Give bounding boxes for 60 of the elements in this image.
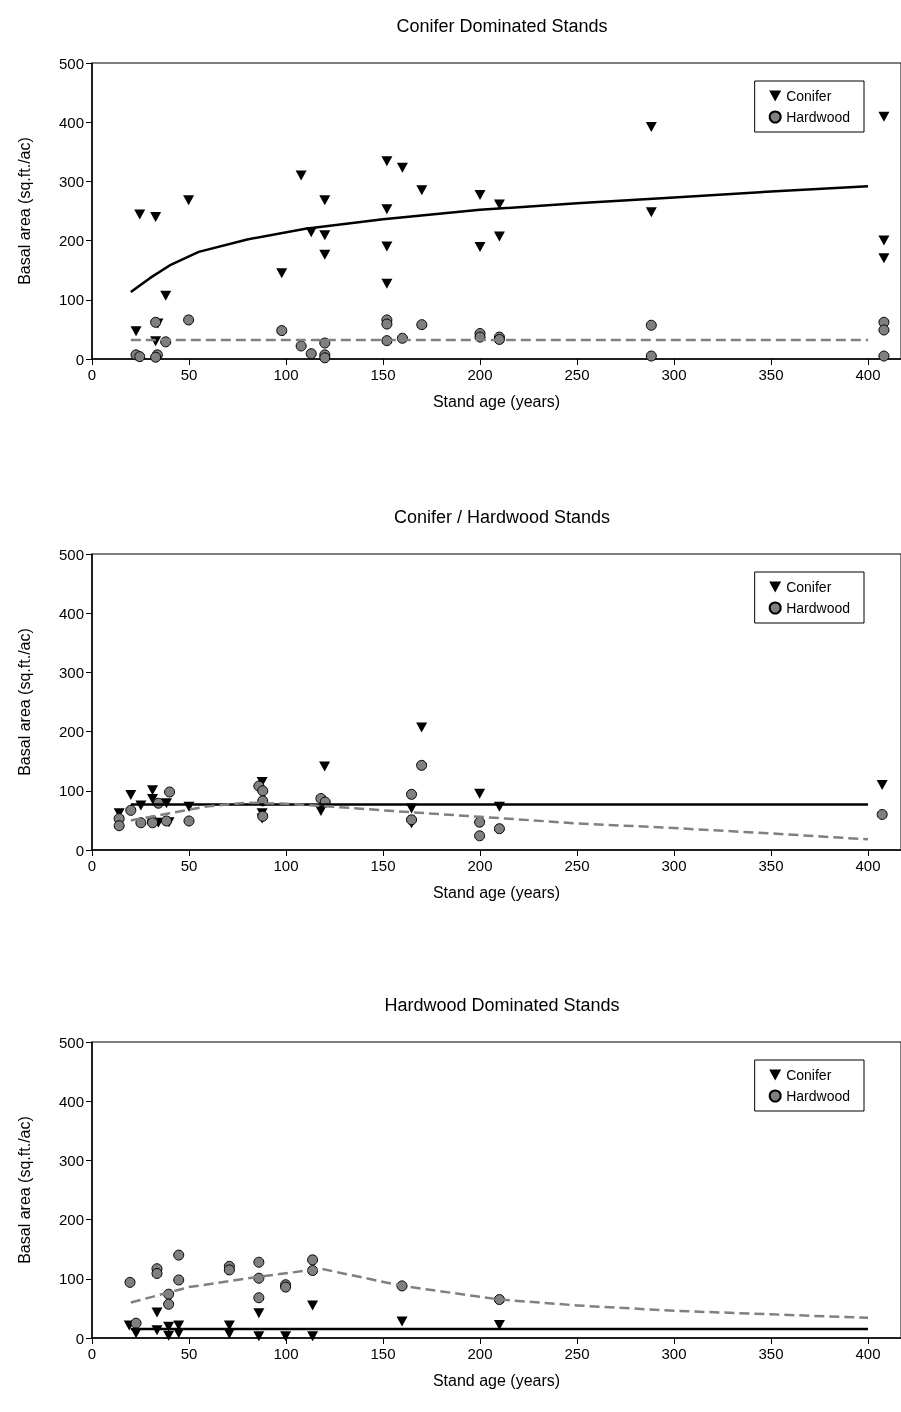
y-axis-title: Basal area (sq.ft./ac)	[15, 1116, 33, 1264]
y-tick-label: 500	[58, 545, 84, 563]
y-tick-label: 200	[58, 723, 84, 741]
x-tick-label: 0	[87, 1345, 97, 1362]
x-tick-label: 50	[180, 857, 198, 874]
y-tick-label: 300	[58, 172, 84, 190]
x-tick-label: 400	[855, 1345, 881, 1362]
x-tick-label: 100	[273, 1345, 299, 1362]
x-tick-label: 400	[855, 366, 881, 383]
legend-label: Hardwood	[786, 109, 851, 125]
y-tick-label: 400	[58, 604, 84, 622]
x-tick-label: 300	[661, 857, 687, 874]
x-tick-label: 200	[467, 857, 493, 874]
x-tick-label: 100	[273, 366, 299, 383]
x-tick-label: 150	[370, 1345, 396, 1362]
y-tick-label: 500	[58, 1033, 84, 1051]
legend-label: Conifer	[786, 1067, 832, 1083]
y-tick-label: 300	[58, 1151, 84, 1169]
chart-title: Conifer Dominated Stands	[396, 16, 608, 36]
y-axis-title: Basal area (sq.ft./ac)	[15, 137, 33, 285]
y-tick-label: 100	[58, 291, 84, 309]
y-tick-label: 200	[58, 1211, 84, 1229]
x-tick-label: 150	[370, 366, 396, 383]
y-tick-label: 100	[58, 1270, 84, 1288]
legend-label: Conifer	[786, 88, 832, 104]
x-axis-title: Stand age (years)	[432, 392, 561, 410]
x-tick-label: 250	[564, 857, 590, 874]
y-tick-label: 500	[58, 54, 84, 72]
y-tick-label: 100	[58, 782, 84, 800]
x-tick-label: 200	[467, 366, 493, 383]
x-tick-label: 300	[661, 366, 687, 383]
x-tick-label: 50	[180, 1345, 198, 1362]
x-tick-label: 250	[564, 1345, 590, 1362]
x-tick-label: 350	[758, 857, 784, 874]
y-tick-label: 200	[58, 232, 84, 250]
x-tick-label: 50	[180, 366, 198, 383]
y-tick-label: 400	[58, 1092, 84, 1110]
y-tick-label: 400	[58, 113, 84, 131]
x-tick-label: 350	[758, 366, 784, 383]
x-tick-label: 300	[661, 1345, 687, 1362]
x-tick-label: 350	[758, 1345, 784, 1362]
x-tick-label: 250	[564, 366, 590, 383]
y-tick-label: 300	[58, 663, 84, 681]
x-tick-label: 400	[855, 857, 881, 874]
legend-label: Hardwood	[786, 600, 851, 616]
y-tick-label: 0	[75, 841, 84, 859]
y-tick-label: 0	[75, 1329, 84, 1347]
chart-title: Hardwood Dominated Stands	[384, 995, 620, 1015]
x-tick-label: 0	[87, 366, 97, 383]
legend-label: Hardwood	[786, 1088, 851, 1104]
y-tick-label: 0	[75, 350, 84, 368]
x-axis-title: Stand age (years)	[432, 1371, 561, 1389]
x-tick-label: 150	[370, 857, 396, 874]
x-axis-title: Stand age (years)	[432, 883, 561, 901]
legend-label: Conifer	[786, 579, 832, 595]
chart-title: Conifer / Hardwood Stands	[393, 507, 611, 527]
x-tick-label: 0	[87, 857, 97, 874]
x-tick-label: 100	[273, 857, 299, 874]
y-axis-title: Basal area (sq.ft./ac)	[15, 628, 33, 776]
x-tick-label: 200	[467, 1345, 493, 1362]
